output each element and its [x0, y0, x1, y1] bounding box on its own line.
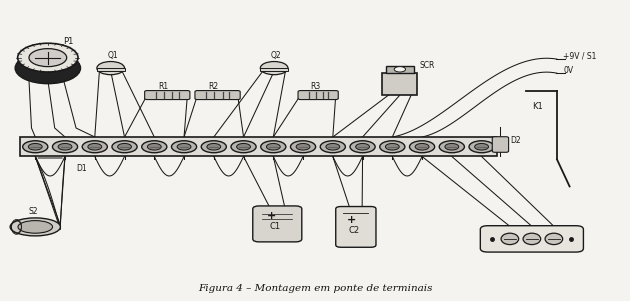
- FancyBboxPatch shape: [253, 206, 302, 242]
- Ellipse shape: [18, 221, 52, 233]
- Circle shape: [326, 144, 340, 150]
- Circle shape: [118, 144, 132, 150]
- Circle shape: [350, 141, 375, 153]
- Circle shape: [356, 144, 369, 150]
- Text: C1: C1: [270, 222, 281, 231]
- Circle shape: [380, 141, 405, 153]
- Text: S2: S2: [29, 207, 38, 216]
- Circle shape: [410, 141, 435, 153]
- Text: D2: D2: [510, 136, 520, 145]
- Text: SCR: SCR: [420, 61, 435, 70]
- Circle shape: [415, 144, 429, 150]
- Text: K1: K1: [532, 101, 542, 110]
- Circle shape: [260, 61, 288, 75]
- Text: +9V / S1: +9V / S1: [563, 52, 597, 61]
- Text: D1: D1: [76, 164, 87, 173]
- Bar: [97, 68, 125, 71]
- FancyBboxPatch shape: [492, 137, 508, 152]
- Circle shape: [386, 144, 399, 150]
- Circle shape: [394, 67, 406, 72]
- Bar: [382, 73, 418, 95]
- Ellipse shape: [545, 233, 563, 245]
- Circle shape: [261, 141, 286, 153]
- Circle shape: [142, 141, 167, 153]
- Bar: [386, 66, 414, 73]
- Circle shape: [474, 144, 488, 150]
- Text: P1: P1: [64, 37, 74, 46]
- Text: R1: R1: [158, 82, 168, 91]
- Circle shape: [207, 144, 220, 150]
- Text: +: +: [267, 211, 277, 222]
- Ellipse shape: [523, 233, 541, 245]
- Circle shape: [82, 141, 107, 153]
- Circle shape: [18, 43, 78, 72]
- Circle shape: [320, 141, 345, 153]
- Circle shape: [147, 144, 161, 150]
- Circle shape: [231, 141, 256, 153]
- Text: C2: C2: [348, 226, 360, 235]
- FancyBboxPatch shape: [145, 91, 190, 100]
- Text: +: +: [347, 215, 357, 225]
- FancyBboxPatch shape: [480, 226, 583, 252]
- Text: Q2: Q2: [271, 51, 282, 60]
- Circle shape: [171, 141, 197, 153]
- Circle shape: [88, 144, 101, 150]
- FancyBboxPatch shape: [336, 206, 376, 247]
- Circle shape: [29, 49, 67, 67]
- Circle shape: [266, 144, 280, 150]
- Circle shape: [15, 53, 81, 84]
- Circle shape: [469, 141, 494, 153]
- Circle shape: [237, 144, 251, 150]
- FancyBboxPatch shape: [195, 91, 240, 100]
- Circle shape: [23, 141, 48, 153]
- Circle shape: [97, 61, 125, 75]
- Text: Q1: Q1: [108, 51, 118, 60]
- Bar: [20, 137, 497, 157]
- Circle shape: [296, 144, 310, 150]
- Text: Figura 4 – Montagem em ponte de terminais: Figura 4 – Montagem em ponte de terminai…: [198, 284, 432, 293]
- Circle shape: [112, 141, 137, 153]
- Circle shape: [177, 144, 191, 150]
- Text: 0V: 0V: [563, 66, 573, 75]
- Bar: [260, 68, 288, 71]
- Text: R3: R3: [311, 82, 321, 91]
- Circle shape: [290, 141, 316, 153]
- FancyBboxPatch shape: [298, 91, 338, 100]
- Circle shape: [439, 141, 464, 153]
- Circle shape: [201, 141, 226, 153]
- Circle shape: [28, 144, 42, 150]
- Text: R2: R2: [208, 82, 218, 91]
- Ellipse shape: [10, 218, 60, 236]
- Circle shape: [445, 144, 459, 150]
- Circle shape: [52, 141, 77, 153]
- Circle shape: [58, 144, 72, 150]
- Ellipse shape: [501, 233, 518, 245]
